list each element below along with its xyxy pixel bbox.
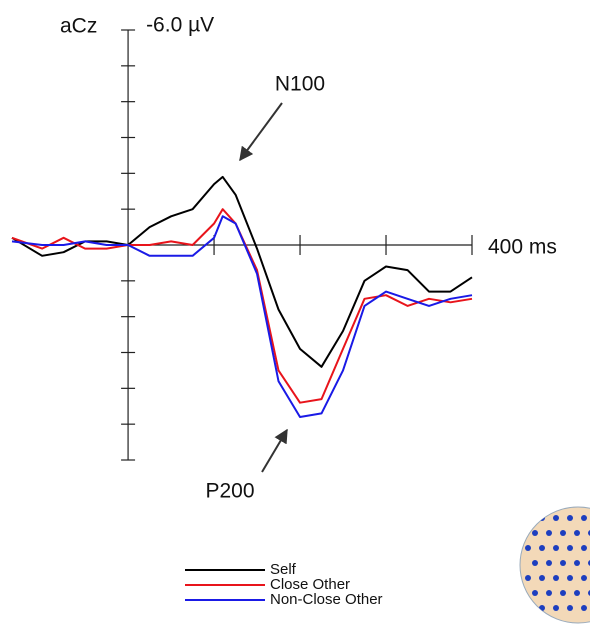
electrode <box>560 560 566 566</box>
electrode <box>525 575 531 581</box>
arrow <box>261 428 288 473</box>
annotation: N100 <box>275 73 325 96</box>
electrode <box>553 575 559 581</box>
electrode <box>546 560 552 566</box>
electrode <box>581 575 587 581</box>
electrode <box>553 605 559 611</box>
head-map <box>519 506 590 624</box>
x-tick-label: 400 ms <box>488 236 557 259</box>
electrode <box>553 545 559 551</box>
electrode <box>539 515 545 521</box>
legend-label: Self <box>270 561 297 578</box>
arrow <box>239 102 283 162</box>
y-tick-label: -6.0 µV <box>146 14 214 37</box>
electrode <box>539 545 545 551</box>
electrode <box>553 515 559 521</box>
electrode <box>567 605 573 611</box>
channel-label: aCz <box>60 15 97 38</box>
electrode <box>567 575 573 581</box>
electrode <box>525 515 531 521</box>
electrode <box>574 590 580 596</box>
electrode <box>539 575 545 581</box>
legend-label: Non-Close Other <box>270 591 383 608</box>
electrode <box>525 545 531 551</box>
electrode <box>581 545 587 551</box>
electrode <box>546 530 552 536</box>
electrode <box>567 545 573 551</box>
electrode <box>560 530 566 536</box>
electrode <box>581 605 587 611</box>
series-line <box>11 175 473 368</box>
electrode <box>574 530 580 536</box>
electrode <box>532 560 538 566</box>
electrode <box>560 590 566 596</box>
electrode <box>532 530 538 536</box>
legend-label: Close Other <box>270 576 350 593</box>
electrode <box>574 560 580 566</box>
series-line <box>11 215 473 418</box>
electrode <box>532 590 538 596</box>
electrode <box>567 515 573 521</box>
electrode <box>525 605 531 611</box>
electrode <box>546 590 552 596</box>
electrode <box>581 515 587 521</box>
annotation: P200 <box>205 480 254 503</box>
electrode <box>539 605 545 611</box>
